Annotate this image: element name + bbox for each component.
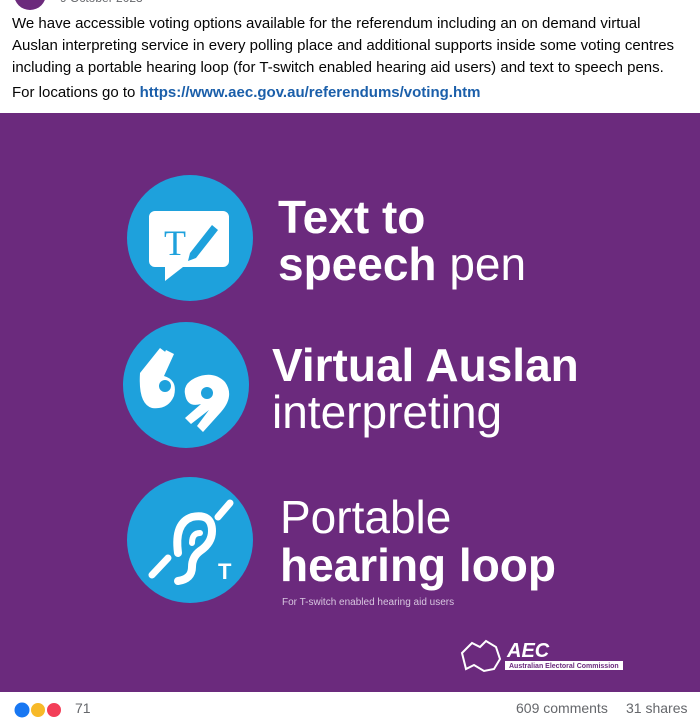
post-image[interactable]: T Text to speech pen Virtual Auslan inte… <box>0 113 700 692</box>
reaction-icons[interactable] <box>14 702 74 718</box>
item-line: interpreting <box>272 386 502 438</box>
item-note: For T-switch enabled hearing aid users <box>282 597 454 608</box>
svg-text:T: T <box>218 559 232 584</box>
link[interactable]: https://www.aec.gov.au/referendums/votin… <box>139 84 481 101</box>
hearing-loop-icon: T <box>127 477 253 603</box>
svg-text:T: T <box>164 223 186 263</box>
item-line: speech <box>278 238 437 290</box>
item-line: pen <box>449 238 526 290</box>
reaction-count[interactable]: 71 <box>75 700 91 716</box>
post-date[interactable]: 9 October 2023 <box>60 0 143 5</box>
item-line: hearing loop <box>280 539 556 591</box>
image-background <box>0 113 700 692</box>
avatar[interactable] <box>14 0 46 10</box>
link-line: For locations go to https://www.aec.gov.… <box>12 82 480 104</box>
aec-logo: AEC Australian Electoral Commission <box>460 639 623 673</box>
item-line: Text to <box>278 191 425 243</box>
share-count[interactable]: 31 shares <box>626 700 688 716</box>
text-to-speech-icon: T <box>127 175 253 301</box>
item-line: Portable <box>280 491 451 543</box>
logo-name: AEC <box>506 640 550 662</box>
logo-full-name: Australian Electoral Commission <box>509 663 619 670</box>
item-line: Virtual Auslan <box>272 339 579 391</box>
comment-count[interactable]: 609 comments <box>516 700 608 716</box>
post-text: We have accessible voting options availa… <box>12 15 675 76</box>
item-line: speech pen <box>278 238 526 290</box>
link-prefix: For locations go to <box>12 84 136 101</box>
auslan-icon <box>123 322 249 448</box>
